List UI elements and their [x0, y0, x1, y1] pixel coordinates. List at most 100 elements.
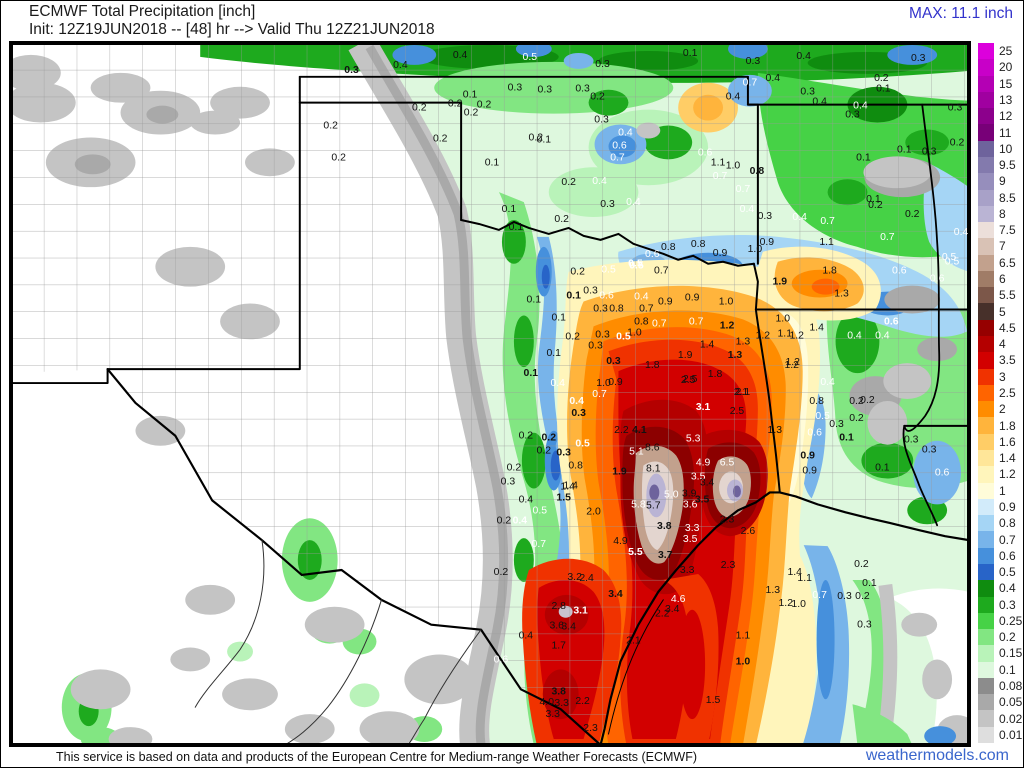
precip-value: 0.4 — [618, 127, 633, 138]
precip-value: 0.4 — [550, 378, 565, 389]
precip-value: 0.1 — [866, 194, 881, 205]
map-subtitle: Init: 12Z19JUN2018 -- [48] hr --> Valid … — [29, 21, 435, 38]
precip-value: 0.1 — [485, 157, 500, 168]
color-scale-band: 8.5 — [978, 189, 1016, 206]
color-scale-band: 1.2 — [978, 466, 1016, 483]
precip-value: 2.3 — [720, 514, 735, 525]
precip-value: 0.2 — [448, 99, 463, 110]
color-swatch — [978, 580, 994, 597]
color-scale-value: 0.6 — [999, 548, 1016, 563]
precip-value: 0.2 — [494, 567, 509, 578]
color-scale-band: 6 — [978, 270, 1006, 288]
precip-value: 0.1 — [683, 48, 698, 59]
precip-value: 0.9 — [802, 466, 817, 477]
precip-value: 3.5 — [691, 472, 706, 483]
precip-value: 0.3 — [593, 303, 608, 314]
precip-value: 0.3 — [746, 56, 761, 67]
color-swatch — [978, 140, 994, 157]
color-scale-value: 2.5 — [999, 386, 1016, 400]
precip-value: 0.3 — [556, 448, 571, 459]
precip-value: 0.6 — [884, 316, 899, 327]
precip-value: 0.6 — [645, 249, 660, 260]
color-swatch — [978, 368, 994, 385]
precip-value: 3.1 — [573, 606, 588, 617]
precip-value: 1.2 — [720, 320, 735, 331]
precip-value: 0.3 — [857, 620, 872, 631]
precip-value: 0.5 — [945, 257, 960, 268]
color-scale-value: 15 — [999, 76, 1013, 91]
precip-value: 1.4 — [560, 481, 575, 492]
precip-value: 3.7 — [658, 550, 673, 561]
precip-value: 4.1 — [632, 425, 647, 436]
precip-value: 0.2 — [529, 132, 544, 143]
precip-value: 0.1 — [463, 90, 478, 101]
precip-value: 0.8 — [634, 316, 649, 327]
precip-value: 1.8 — [822, 266, 837, 277]
precip-value: 1.0 — [776, 313, 791, 324]
precip-value: 0.8 — [568, 461, 583, 472]
color-scale-band: 3 — [978, 368, 1006, 385]
precip-value: 0.3 — [575, 84, 590, 95]
color-swatch — [978, 401, 994, 418]
weathermodels-link[interactable]: weathermodels.com — [865, 747, 1009, 764]
precip-value: 0.3 — [501, 476, 516, 487]
precip-value: 0.2 — [323, 121, 338, 132]
precip-value: 5.5 — [628, 547, 643, 558]
precip-value: 3.1 — [696, 402, 711, 413]
color-scale-band: 25 — [978, 43, 1012, 60]
color-scale-band: 2.5 — [978, 384, 1016, 402]
color-swatch — [978, 205, 994, 223]
precip-value: 8.6 — [645, 443, 660, 454]
precip-value: 0.2 — [855, 591, 870, 602]
precip-value: 0.6 — [599, 291, 614, 302]
precip-value: 0.4 — [792, 212, 807, 223]
color-swatch — [978, 726, 994, 744]
precip-value: 1.8 — [708, 369, 723, 380]
precip-value: 0.4 — [569, 396, 584, 407]
precip-value: 0.2 — [507, 463, 522, 474]
precip-value: 0.9 — [685, 293, 700, 304]
precip-value: 1.3 — [736, 336, 751, 347]
color-swatch — [978, 450, 994, 467]
color-swatch — [978, 645, 994, 662]
precip-value: 1.7 — [551, 641, 566, 652]
color-scale-value: 0.3 — [999, 597, 1016, 612]
precip-value: 0.8 — [809, 396, 824, 407]
color-swatch — [978, 238, 994, 255]
precip-value: 1.4 — [563, 480, 578, 491]
precip-value: 4.0 — [539, 697, 554, 708]
color-scale-value: 11 — [999, 125, 1012, 140]
precip-value: 0.5 — [628, 259, 643, 270]
color-swatch — [978, 612, 994, 630]
color-swatch — [978, 156, 994, 174]
max-value-label: MAX: 11.1 inch — [909, 5, 1013, 22]
color-scale-value: 4.5 — [999, 320, 1016, 335]
precip-value: 0.1 — [876, 84, 891, 95]
precip-value: 0.5 — [815, 411, 830, 422]
color-scale-value: 0.7 — [999, 532, 1016, 547]
color-scale-band: 20 — [978, 59, 1012, 76]
precip-value: 0.4 — [626, 197, 641, 208]
map-header: ECMWF Total Precipitation [inch] Init: 1… — [29, 3, 435, 39]
color-scale-band: 10 — [978, 140, 1012, 157]
precip-value: 0.4 — [820, 377, 835, 388]
color-scale-band: 8 — [978, 205, 1006, 223]
precip-value: 1.2 — [756, 330, 771, 341]
color-swatch — [978, 270, 994, 288]
precip-value: 1.8 — [645, 360, 660, 371]
color-scale-value: 0.2 — [999, 630, 1016, 645]
precip-value: 0.7 — [812, 590, 827, 601]
precip-value: 0.7 — [743, 78, 758, 89]
precip-value: 3.6 — [549, 621, 564, 632]
precip-value: 1.3 — [768, 425, 783, 436]
precip-value: 0.1 — [862, 578, 877, 589]
color-scale-value: 9 — [999, 174, 1006, 189]
color-scale-value: 9.5 — [999, 158, 1016, 173]
precip-map: 0.3 0.4 0.4 0.5 0.3 0.1 0.3 0.4 0.3 0.3 0.3 0.3 0.2 0… — [9, 41, 971, 747]
precip-value: 0.3 — [904, 435, 919, 446]
footer-bar: This service is based on data and produc… — [9, 747, 1015, 767]
precip-value: 1.0 — [719, 297, 734, 308]
color-scale-value: 7 — [999, 239, 1006, 254]
precip-value: 2.2 — [655, 609, 670, 620]
color-scale-value: 7.5 — [999, 223, 1016, 238]
